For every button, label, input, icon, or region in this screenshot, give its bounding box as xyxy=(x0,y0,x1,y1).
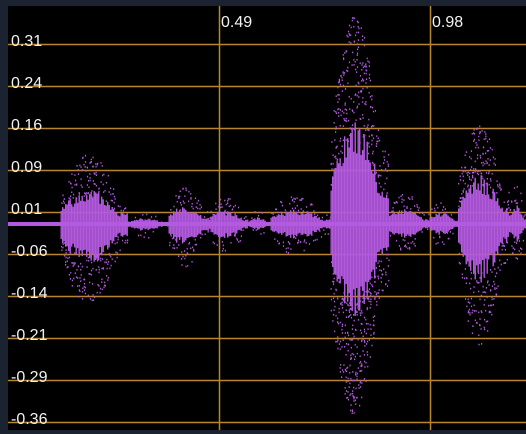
waveform-canvas[interactable]: 0.31 0.24 0.16 0.09 0.01 -0.06 -0.14 -0.… xyxy=(8,6,526,430)
y-axis-label: 0.31 xyxy=(11,33,43,50)
waveform-center-line xyxy=(8,222,526,226)
y-axis-label: -0.36 xyxy=(11,411,48,428)
audio-waveform xyxy=(8,17,526,415)
y-axis-label: 0.16 xyxy=(11,117,43,134)
y-axis-label: -0.06 xyxy=(11,243,48,260)
panel-bottom-border xyxy=(0,430,526,434)
y-axis-label: -0.14 xyxy=(11,285,48,302)
y-axis-label: 0.24 xyxy=(11,75,43,92)
y-axis-label: 0.09 xyxy=(11,159,43,176)
x-axis-label: 0.98 xyxy=(432,14,464,31)
x-axis-label: 0.49 xyxy=(221,14,253,31)
y-axis-label: -0.21 xyxy=(11,327,48,344)
y-axis-label: -0.29 xyxy=(11,369,48,386)
waveform-plot xyxy=(8,6,526,430)
y-axis-label: 0.01 xyxy=(11,201,43,218)
